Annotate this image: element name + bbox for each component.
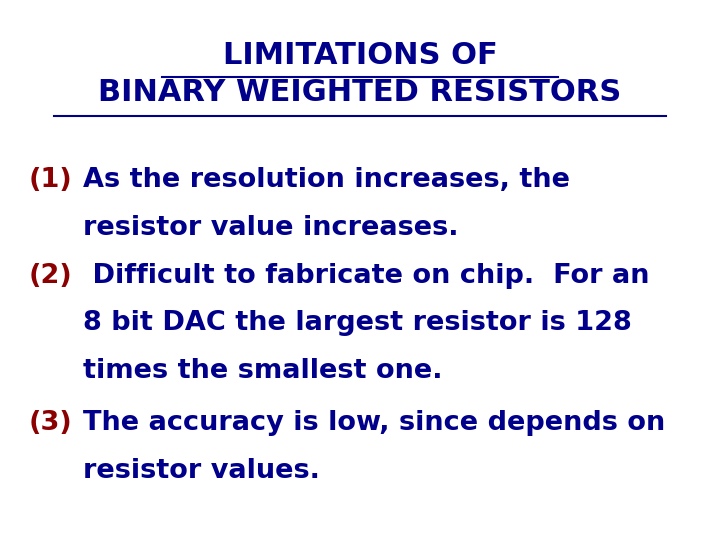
Text: resistor value increases.: resistor value increases.	[83, 215, 459, 241]
Text: (3): (3)	[29, 410, 73, 436]
Text: (2): (2)	[29, 263, 73, 289]
Text: times the smallest one.: times the smallest one.	[83, 358, 442, 384]
Text: LIMITATIONS OF: LIMITATIONS OF	[222, 40, 498, 70]
Text: 8 bit DAC the largest resistor is 128: 8 bit DAC the largest resistor is 128	[83, 310, 631, 336]
Text: Difficult to fabricate on chip.  For an: Difficult to fabricate on chip. For an	[83, 263, 649, 289]
Text: resistor values.: resistor values.	[83, 458, 320, 484]
Text: (1): (1)	[29, 167, 73, 193]
Text: BINARY WEIGHTED RESISTORS: BINARY WEIGHTED RESISTORS	[99, 78, 621, 107]
Text: As the resolution increases, the: As the resolution increases, the	[83, 167, 570, 193]
Text: The accuracy is low, since depends on: The accuracy is low, since depends on	[83, 410, 665, 436]
